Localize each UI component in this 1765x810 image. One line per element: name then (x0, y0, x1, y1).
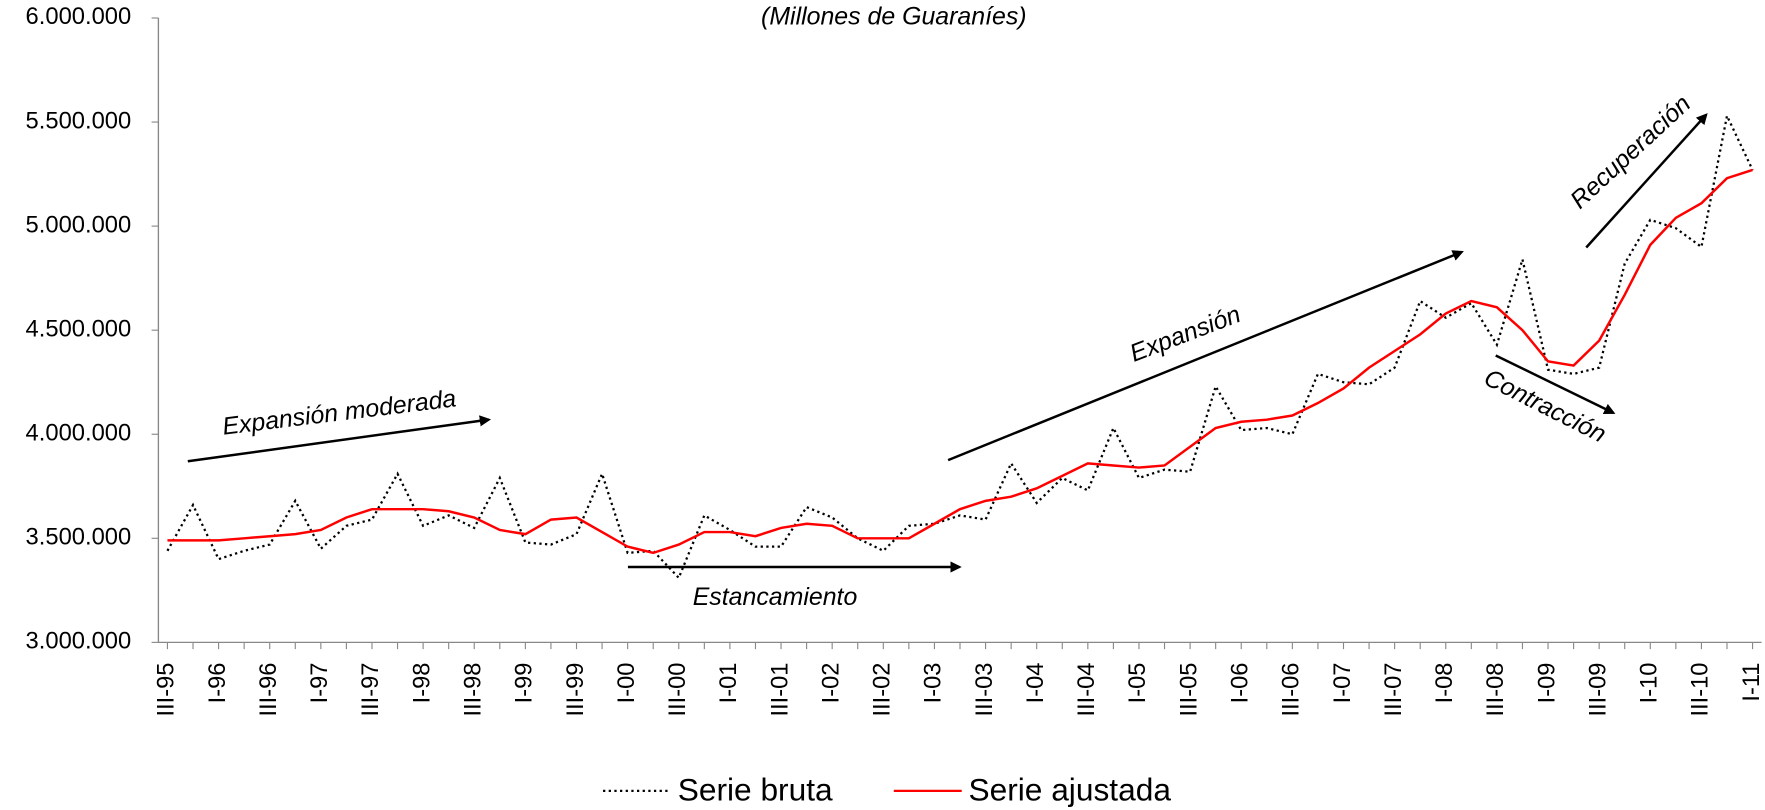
legend-label: Serie ajustada (968, 771, 1171, 807)
annotation: Estancamiento (693, 584, 858, 611)
legend: Serie bruta Serie ajustada (603, 771, 1171, 807)
chart-title: (Millones de Guaraníes) (761, 4, 1027, 31)
x-tick-label: III-00 (665, 663, 691, 717)
x-tick-label: I-06 (1227, 663, 1253, 704)
x-tick-label: I-05 (1125, 663, 1151, 704)
x-tick-label: III-95 (154, 663, 180, 717)
y-tick-label: 5.000.000 (26, 212, 132, 238)
x-tick-label: III-10 (1688, 663, 1714, 717)
x-tick-label: III-02 (870, 663, 896, 717)
annotation: Recuperación (1565, 90, 1696, 214)
x-tick-label: III-98 (460, 663, 486, 717)
x-tick-label: I-97 (307, 663, 333, 704)
series-line (167, 170, 1752, 553)
y-tick-label: 4.000.000 (26, 421, 132, 447)
x-tick-label: I-08 (1432, 663, 1458, 704)
x-tick-label: I-04 (1023, 663, 1049, 704)
x-tick-label: I-03 (921, 663, 947, 704)
x-tick-label: I-10 (1637, 663, 1663, 704)
x-tick-label: I-07 (1330, 663, 1356, 704)
x-tick-label: I-96 (205, 663, 231, 704)
y-tick-label: 3.000.000 (26, 629, 132, 655)
x-tick-label: III-05 (1176, 663, 1202, 717)
annotation: Expansión (1126, 301, 1244, 368)
y-tick-label: 3.500.000 (26, 525, 132, 551)
x-tick-label: I-98 (409, 663, 435, 704)
x-tick-label: III-99 (563, 663, 589, 717)
annotation: Contracción (1480, 364, 1611, 448)
x-tick-label: I-02 (818, 663, 844, 704)
x-tick-label: III-03 (972, 663, 998, 717)
y-tick-label: 6.000.000 (26, 4, 132, 30)
x-tick-label: I-09 (1534, 663, 1560, 704)
x-tick-label: I-99 (512, 663, 538, 704)
x-tick-label: III-06 (1279, 663, 1305, 717)
y-tick-label: 4.500.000 (26, 316, 132, 342)
x-tick-label: III-07 (1381, 663, 1407, 717)
x-tick-label: III-97 (358, 663, 384, 717)
y-tick-label: 5.500.000 (26, 108, 132, 134)
chart: 3.000.000 3.500.000 4.000.000 4.500.000 5.00… (0, 0, 1765, 810)
x-tick-label: III-96 (256, 663, 282, 717)
x-tick-label: I-11 (1739, 663, 1765, 702)
x-tick-label: I-00 (614, 663, 640, 704)
x-tick-label: III-01 (767, 663, 793, 717)
annotation: Expansión moderada (221, 385, 458, 440)
x-tick-label: III-08 (1483, 663, 1509, 717)
x-tick-label: I-01 (716, 663, 742, 704)
x-tick-label: III-09 (1585, 663, 1611, 717)
x-tick-label: III-04 (1074, 663, 1100, 717)
legend-label: Serie bruta (678, 771, 833, 807)
